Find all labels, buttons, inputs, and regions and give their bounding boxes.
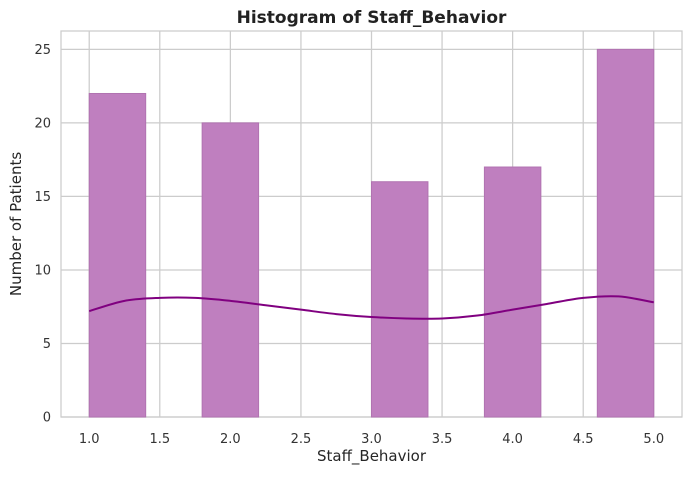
x-tick-labels: 1.0 1.5 2.0 2.5 3.0 3.5 4.0 4.5 5.0 — [79, 432, 664, 447]
histogram-bar-2 — [201, 122, 260, 418]
x-tick-label: 2.5 — [291, 432, 312, 447]
x-tick-label: 4.5 — [573, 432, 594, 447]
y-tick-label: 5 — [43, 337, 51, 352]
y-tick-labels: 0 5 10 15 20 25 — [34, 43, 51, 426]
x-tick-label: 3.5 — [432, 432, 453, 447]
histogram-bars — [88, 48, 655, 418]
y-tick-label: 15 — [34, 190, 51, 205]
y-tick-label: 25 — [34, 43, 51, 58]
x-axis-label: Staff_Behavior — [317, 447, 427, 466]
histogram-bar-0 — [88, 92, 147, 418]
y-axis-label: Number of Patients — [7, 152, 25, 296]
x-tick-label: 1.5 — [149, 432, 170, 447]
y-tick-label: 20 — [34, 116, 51, 131]
histogram-bar-5 — [371, 181, 429, 418]
x-tick-label: 3.0 — [361, 432, 382, 447]
histogram-bar-7 — [483, 166, 542, 418]
x-tick-label: 4.0 — [502, 432, 523, 447]
x-tick-label: 5.0 — [643, 432, 664, 447]
x-tick-label: 1.0 — [79, 432, 100, 447]
x-tick-label: 2.0 — [220, 432, 241, 447]
histogram-bar-9 — [596, 48, 655, 418]
chart-title: Histogram of Staff_Behavior — [237, 8, 507, 28]
y-tick-label: 10 — [34, 263, 51, 278]
kde-curve — [88, 295, 654, 320]
y-tick-label: 0 — [43, 411, 51, 426]
